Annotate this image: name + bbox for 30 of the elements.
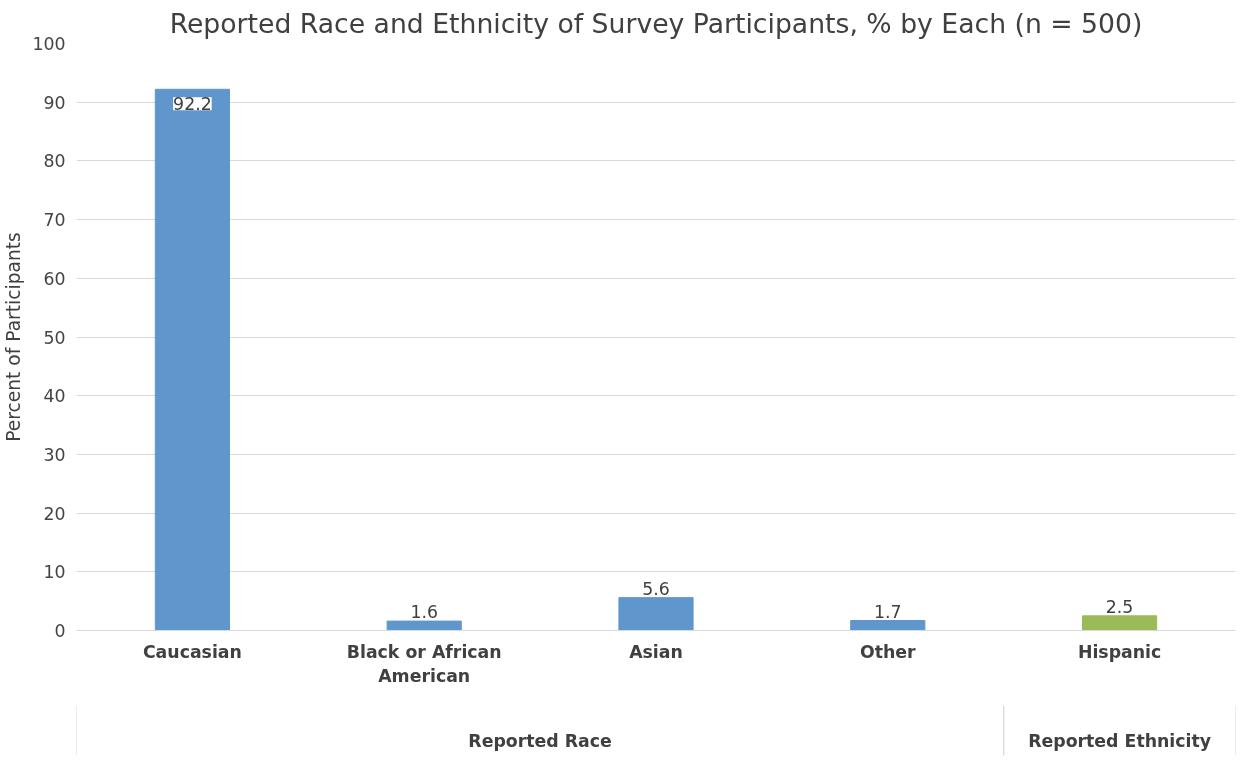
x-tick-label: Black or African American [346,641,502,686]
data-label: 5.6 [642,578,670,599]
bar [1082,615,1158,631]
bar [850,620,926,631]
bar [154,88,230,631]
x-tick-label: Hispanic [1077,641,1162,662]
y-tick-label: 40 [43,386,66,407]
data-label: 92.2 [173,94,212,115]
y-tick-label: 80 [43,151,66,172]
data-label: 1.7 [874,601,902,622]
text: Reported Race [468,730,612,751]
y-tick-label: 70 [43,210,66,231]
bar [386,620,462,631]
y-tick-label: 60 [43,268,66,289]
y-tick-label: 10 [43,562,66,583]
chart-title: Reported Race and Ethnicity of Survey Participants, % by Each (n = 500) [169,7,1143,39]
y-tick-label: 100 [32,34,66,54]
x-tick-label: Caucasian [142,641,242,662]
y-tick-label: 90 [43,92,66,113]
data-label: 1.6 [410,602,438,623]
x-tick-label: Asian [629,641,683,662]
bar [618,597,694,631]
y-axis-title: Percent of Participants [3,232,25,442]
y-tick-label: 50 [43,327,66,348]
data-label: 2.5 [1105,596,1134,617]
x-tick-label: Other [859,641,917,662]
text: Reported Ethnicity [1028,730,1212,751]
y-tick-label: 20 [43,503,66,524]
y-tick-label: 0 [54,621,66,641]
y-tick-label: 30 [43,444,66,465]
